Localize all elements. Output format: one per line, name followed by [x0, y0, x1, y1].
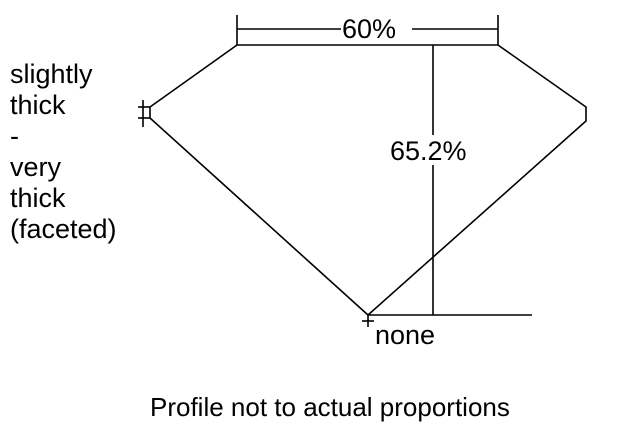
table-dimension: [236, 15, 499, 45]
girdle-thickness-label: slightly thick - very thick (faceted): [10, 59, 117, 245]
girdle-label-line: thick: [10, 183, 66, 213]
caption: Profile not to actual proportions: [150, 392, 510, 422]
girdle-label-line: very: [10, 152, 62, 182]
girdle-label-line: -: [10, 121, 19, 151]
table-percentage-label: 60%: [342, 14, 397, 44]
girdle-label-line: slightly: [10, 59, 93, 89]
depth-dimension: [368, 45, 532, 316]
depth-percentage-label: 65.2%: [390, 136, 467, 166]
culet-marker: [362, 315, 374, 327]
girdle-label-line: (faceted): [10, 214, 117, 244]
culet-label: none: [375, 320, 436, 350]
girdle-label-line: thick: [10, 90, 66, 120]
gem-outline: [149, 44, 587, 317]
girdle-marker: [138, 100, 150, 127]
